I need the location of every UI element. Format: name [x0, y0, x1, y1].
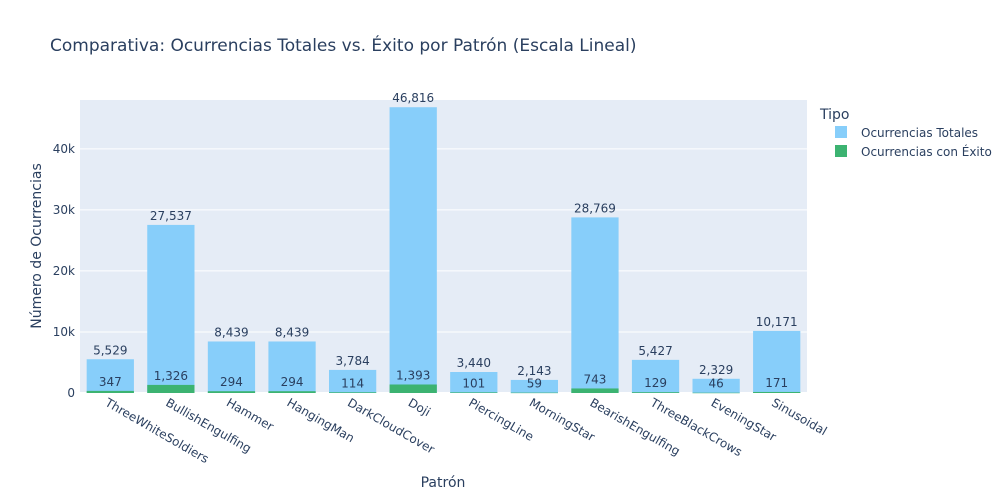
x-tick-label: PiercingLine [466, 395, 536, 443]
y-tick-label: 10k [53, 325, 75, 339]
data-label-success: 129 [644, 376, 667, 390]
data-label-total: 8,439 [275, 325, 309, 339]
bar-total [571, 217, 619, 393]
data-label-total: 28,769 [574, 201, 616, 215]
legend-title: Tipo [819, 107, 849, 123]
x-axis-title: Patrón [421, 475, 466, 491]
data-label-total: 3,440 [457, 356, 491, 370]
bar-total [268, 341, 316, 393]
bar-total [207, 341, 256, 393]
data-label-total: 27,537 [150, 209, 192, 223]
data-label-success: 1,393 [396, 368, 430, 382]
bar-total [753, 330, 801, 393]
chart-title: Comparativa: Ocurrencias Totales vs. Éxi… [50, 34, 636, 56]
data-label-total: 8,439 [214, 325, 248, 339]
data-label-success: 1,326 [154, 369, 188, 383]
data-label-total: 2,143 [517, 364, 551, 378]
bar-total [147, 224, 195, 393]
bar-total [450, 372, 498, 393]
x-tick-label: ThreeWhiteSoldiers [102, 395, 211, 466]
bar-success [86, 390, 134, 393]
bar-labels: 5,529 347 27,537 1,326 8,439 294 8,439 294 3,784… [93, 91, 798, 390]
data-label-success: 294 [220, 375, 243, 389]
series-success-bars [86, 384, 801, 394]
x-tick-label: Hammer [224, 395, 276, 433]
bar-success [389, 384, 437, 393]
data-label-total: 46,816 [392, 91, 434, 105]
bar-success [510, 392, 559, 394]
data-label-total: 10,171 [756, 315, 798, 329]
legend[interactable]: Tipo Ocurrencias Totales Ocurrencias con… [819, 107, 992, 159]
x-tick-label: HangingMan [285, 395, 357, 445]
data-label-success: 347 [99, 375, 122, 389]
bar-success [753, 391, 801, 393]
data-label-success: 114 [341, 376, 364, 390]
legend-item-total[interactable]: Ocurrencias Totales [835, 126, 978, 140]
series-total-bars [86, 107, 801, 394]
data-label-total: 5,427 [638, 344, 672, 358]
bar-total [692, 378, 740, 393]
bar-total [86, 359, 134, 393]
bar-success [631, 392, 680, 393]
data-label-total: 5,529 [93, 343, 127, 357]
bar-total [631, 359, 680, 393]
grid-lines [80, 148, 807, 394]
x-tick-label: MorningStar [527, 395, 597, 444]
bar-total [389, 107, 437, 394]
y-tick-label: 40k [53, 142, 75, 156]
data-label-success: 294 [281, 375, 304, 389]
bar-total [510, 379, 559, 393]
legend-item-success[interactable]: Ocurrencias con Éxito [835, 144, 992, 159]
legend-label-total: Ocurrencias Totales [861, 126, 978, 140]
legend-swatch-success [835, 145, 847, 157]
y-axis-title: Número de Ocurrencias [29, 163, 45, 329]
x-axis-ticks: ThreeWhiteSoldiersBullishEngulfingHammer… [102, 395, 829, 466]
legend-swatch-total [835, 126, 847, 138]
data-label-success: 46 [708, 377, 723, 391]
bar-success [571, 388, 619, 393]
bar-success [207, 391, 256, 393]
data-label-success: 171 [765, 376, 788, 390]
bar-success [268, 391, 316, 393]
bar-success [450, 392, 498, 393]
x-tick-label: Doji [406, 395, 433, 419]
data-label-success: 59 [527, 377, 542, 391]
y-tick-label: 0 [67, 386, 75, 400]
data-label-success: 101 [462, 376, 485, 390]
bar-success [147, 384, 195, 393]
data-label-success: 743 [584, 372, 607, 386]
bar-success [692, 392, 740, 394]
bar-total [328, 369, 377, 393]
y-tick-label: 20k [53, 264, 75, 278]
y-tick-label: 30k [53, 203, 75, 217]
data-label-total: 3,784 [335, 354, 369, 368]
data-label-total: 2,329 [699, 363, 733, 377]
legend-label-success: Ocurrencias con Éxito [861, 144, 992, 159]
y-axis-ticks: 0 10k 20k 30k 40k [53, 142, 75, 400]
bar-success [328, 392, 377, 393]
